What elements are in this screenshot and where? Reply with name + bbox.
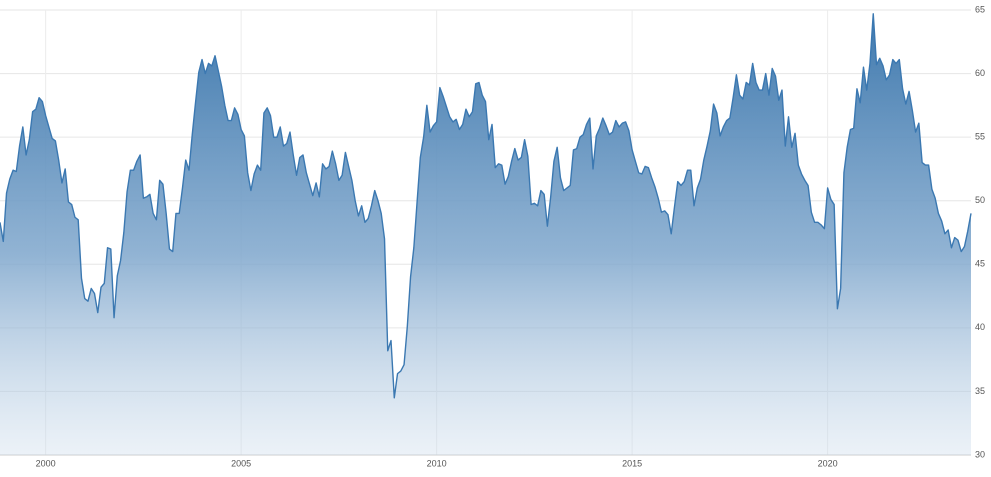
x-tick-label: 2020 bbox=[818, 458, 838, 468]
x-tick-label: 2015 bbox=[622, 458, 642, 468]
y-tick-label: 40 bbox=[975, 322, 985, 332]
y-tick-label: 65 bbox=[975, 4, 985, 14]
area bbox=[0, 13, 971, 456]
x-tick-label: 2000 bbox=[36, 458, 56, 468]
line bbox=[0, 13, 972, 399]
axes: 30 35 40 45 50 55 60 65 2000 2005 2010 2015 2020 bbox=[36, 4, 985, 468]
y-tick-label: 55 bbox=[975, 132, 985, 142]
y-tick-label: 50 bbox=[975, 195, 985, 205]
plot bbox=[0, 13, 972, 456]
y-tick-label: 45 bbox=[975, 259, 985, 269]
y-tick-label: 30 bbox=[975, 449, 985, 459]
x-tick-label: 2005 bbox=[231, 458, 251, 468]
y-tick-label: 60 bbox=[975, 68, 985, 78]
x-tick-label: 2010 bbox=[427, 458, 447, 468]
y-tick-label: 35 bbox=[975, 386, 985, 396]
